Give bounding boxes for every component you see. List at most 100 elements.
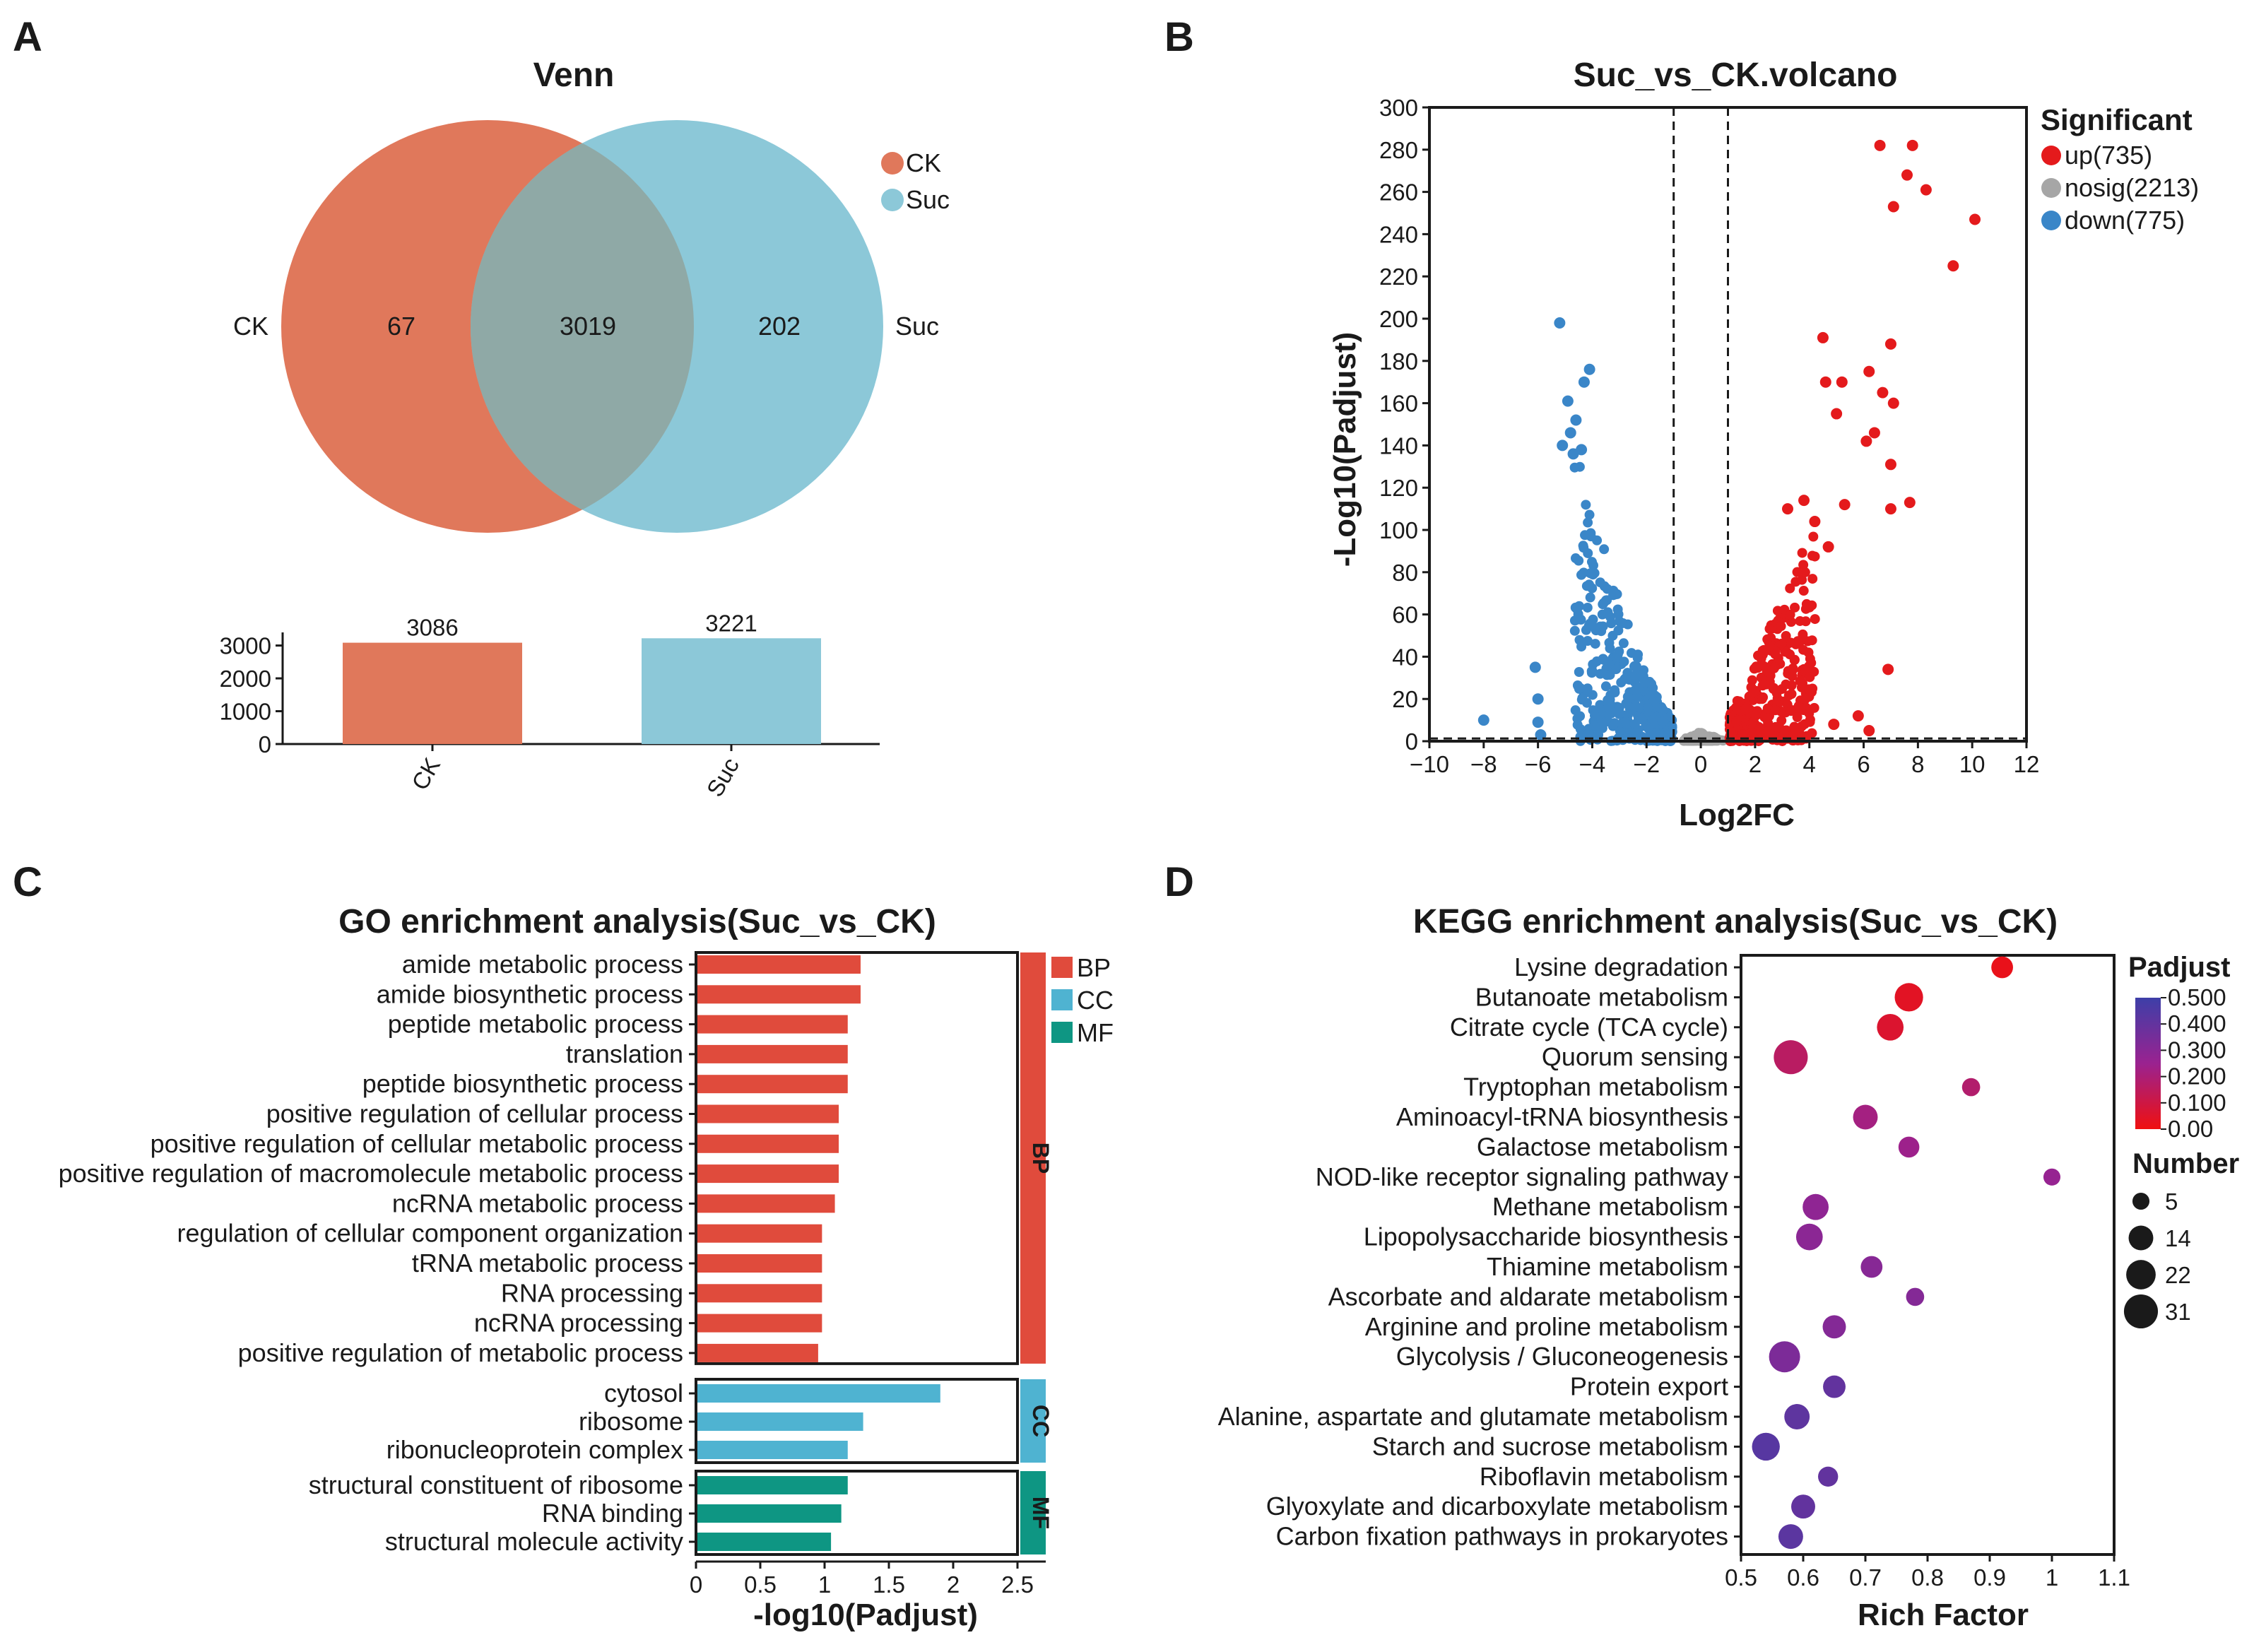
kegg-dot-lysine-degradation	[1991, 956, 2013, 979]
size-legend-dot	[2126, 1260, 2156, 1290]
go-term-label: structural molecule activity	[385, 1527, 683, 1556]
volcano-point-up	[1747, 727, 1757, 738]
volcano-point-up	[1789, 721, 1800, 732]
legend-cc-marker	[1051, 989, 1073, 1010]
volcano-point-down	[1614, 709, 1624, 719]
panel-label-d: D	[1164, 859, 1194, 905]
panel-d: D KEGG enrichment analysis(Suc_vs_CK) Ly…	[1164, 859, 2239, 1632]
go-bar-positive-regulation-of-metabolic-process	[697, 1343, 818, 1362]
venn-count-suc-only: 202	[758, 312, 801, 341]
volcano-point-down	[1598, 621, 1608, 632]
volcano-point-down	[1657, 716, 1668, 727]
kegg-pathway-label: Tryptophan metabolism	[1463, 1073, 1728, 1102]
volcano-point-up	[1797, 548, 1807, 558]
volcano-title: Suc_vs_CK.volcano	[1574, 57, 1898, 94]
volcano-point-down	[1571, 603, 1582, 614]
volcano-point-up	[1798, 678, 1808, 689]
volcano-point-down	[1585, 618, 1595, 629]
volcano-ytick-label: 140	[1379, 432, 1418, 459]
volcano-point-down	[1575, 724, 1586, 734]
volcano-ytick-label: 40	[1392, 644, 1418, 670]
kegg-dot-starch-and-sucrose-metabolism	[1752, 1432, 1780, 1461]
kegg-pathway-label: Galactose metabolism	[1477, 1132, 1728, 1161]
go-x-axis-title: -log10(Padjust)	[753, 1598, 978, 1632]
volcano-point-up	[1797, 574, 1807, 585]
volcano-point-up	[1769, 663, 1779, 673]
volcano-point-down	[1583, 517, 1593, 528]
go-term-label: tRNA metabolic process	[412, 1249, 683, 1278]
venn-bar-ytick-label: 2000	[220, 666, 271, 692]
volcano-ytick-label: 200	[1379, 306, 1418, 332]
volcano-point-up	[1947, 260, 1959, 272]
legend-nosig: nosig(2213)	[2065, 173, 2199, 202]
volcano-point-up	[1836, 376, 1848, 388]
go-term-label: translation	[566, 1039, 683, 1068]
venn-bar-value-label: 3221	[705, 610, 757, 636]
volcano-point-up	[1763, 726, 1774, 737]
volcano-point-up	[1770, 705, 1781, 716]
volcano-point-down	[1576, 683, 1586, 694]
kegg-dot-galactose-metabolism	[1898, 1136, 1920, 1158]
volcano-point-down	[1581, 500, 1591, 510]
volcano-point-up	[1751, 663, 1762, 673]
go-term-label: ncRNA processing	[474, 1309, 683, 1338]
go-bar-cytosol	[697, 1384, 940, 1403]
volcano-point-down	[1583, 548, 1593, 558]
volcano-point-up	[1798, 495, 1810, 507]
kegg-dot-protein-export	[1823, 1375, 1846, 1398]
volcano-ytick-label: 60	[1392, 602, 1418, 628]
volcano-point-down	[1626, 648, 1636, 659]
volcano-point-down	[1569, 625, 1580, 636]
volcano-point-up	[1750, 710, 1761, 721]
volcano-point-up	[1786, 689, 1797, 700]
kegg-dot-butanoate-metabolism	[1894, 983, 1923, 1012]
size-legend-dot	[2123, 1294, 2159, 1329]
volcano-point-down	[1584, 579, 1595, 590]
colorbar-tick-label: 0.200	[2168, 1063, 2226, 1090]
volcano-point-up	[1790, 602, 1800, 613]
go-term-label: ribonucleoprotein complex	[387, 1435, 683, 1464]
volcano-point-up	[1792, 712, 1802, 723]
go-bar-peptide-metabolic-process	[697, 1015, 848, 1034]
go-group-strip-mf	[1020, 1471, 1046, 1554]
volcano-point-up	[1785, 583, 1795, 594]
go-bar-rna-binding	[697, 1504, 842, 1523]
legend-nosig-marker	[2041, 178, 2061, 198]
volcano-point-down	[1586, 528, 1596, 538]
go-xtick-label: 1.5	[873, 1571, 905, 1598]
kegg-pathway-label: Protein export	[1570, 1372, 1728, 1401]
venn-overlap	[471, 143, 694, 510]
volcano-ytick-label: 160	[1379, 391, 1418, 417]
volcano-point-down	[1595, 700, 1605, 710]
venn-legend-ck-marker	[881, 152, 904, 175]
legend-bp-marker	[1051, 957, 1073, 978]
volcano-point-up	[1798, 586, 1809, 596]
volcano-point-down	[1611, 664, 1622, 675]
volcano-point-down	[1598, 718, 1609, 728]
volcano-point-down	[1590, 639, 1600, 649]
volcano-legend-title: Significant	[2041, 103, 2193, 136]
volcano-point-up	[1798, 644, 1809, 655]
legend-mf-marker	[1051, 1022, 1073, 1043]
volcano-point-down	[1636, 714, 1647, 725]
legend-down-marker	[2041, 211, 2061, 230]
volcano-point-up	[1800, 616, 1811, 627]
kegg-pathway-label: Quorum sensing	[1542, 1042, 1728, 1071]
venn-count-both: 3019	[560, 312, 616, 341]
volcano-point-up	[1807, 635, 1817, 646]
go-bar-structural-molecule-activity	[697, 1533, 832, 1551]
volcano-point-up	[1807, 600, 1817, 610]
kegg-dot-citrate-cycle-tca-cycle	[1877, 1013, 1904, 1041]
venn-legend-suc-marker	[881, 189, 904, 211]
volcano-xtick-label: 8	[1911, 751, 1924, 777]
volcano-ytick-label: 120	[1379, 475, 1418, 501]
volcano-point-up	[1904, 497, 1916, 509]
volcano-point-up	[1782, 503, 1793, 515]
volcano-xtick-label: −2	[1633, 751, 1660, 777]
volcano-point-down	[1599, 544, 1610, 555]
volcano-point-up	[1759, 661, 1769, 671]
colorbar-tick-label: 0.400	[2168, 1010, 2226, 1037]
go-group-strip-label: MF	[1028, 1497, 1054, 1529]
size-legend-dot	[2128, 1225, 2154, 1251]
